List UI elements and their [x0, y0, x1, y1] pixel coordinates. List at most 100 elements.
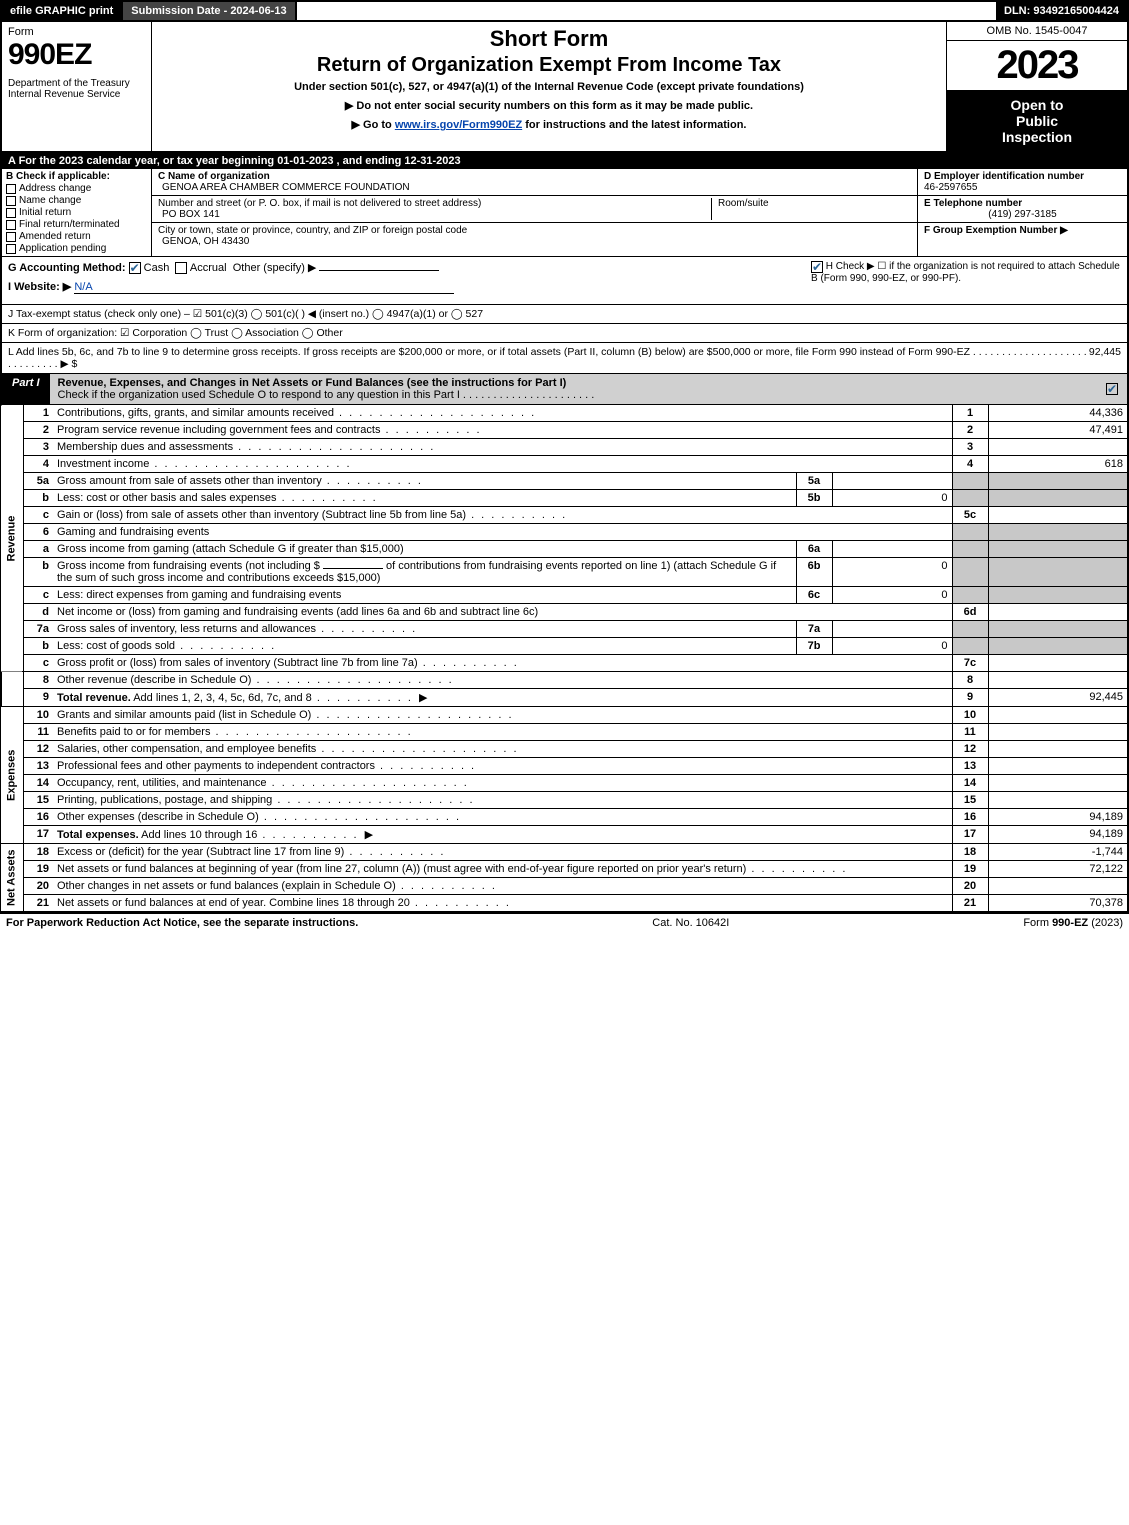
section-bc: B Check if applicable: Address change Na… [0, 169, 1129, 257]
row-7b: b Less: cost of goods sold 7b 0 [1, 638, 1128, 655]
value-18: -1,744 [988, 844, 1128, 861]
line-j-tax-exempt: J Tax-exempt status (check only one) – ☑… [0, 305, 1129, 324]
row-6d: d Net income or (loss) from gaming and f… [1, 604, 1128, 621]
value-1: 44,336 [988, 405, 1128, 422]
part-1-tag: Part I [2, 374, 50, 404]
city-label: City or town, state or province, country… [158, 225, 911, 236]
open-to-public-box: Open to Public Inspection [947, 91, 1127, 151]
line-k-form-org: K Form of organization: ☑ Corporation ◯ … [0, 324, 1129, 343]
row-phone: E Telephone number (419) 297-3185 [918, 196, 1127, 223]
name-label: C Name of organization [158, 171, 911, 182]
footer-center: Cat. No. 10642I [652, 917, 729, 929]
open-line-2: Public [951, 113, 1123, 129]
checkbox-icon [6, 220, 16, 230]
row-a-tax-year: A For the 2023 calendar year, or tax yea… [0, 153, 1129, 169]
value-4: 618 [988, 456, 1128, 473]
line-l-gross-receipts: L Add lines 5b, 6c, and 7b to line 9 to … [0, 343, 1129, 374]
checkbox-icon [1106, 383, 1118, 395]
chk-cash[interactable] [129, 262, 141, 274]
room-label: Room/suite [718, 198, 911, 209]
website-value: N/A [74, 281, 454, 294]
checkbox-icon [6, 196, 16, 206]
value-16: 94,189 [988, 809, 1128, 826]
footer-left: For Paperwork Reduction Act Notice, see … [6, 917, 358, 929]
row-10: Expenses 10 Grants and similar amounts p… [1, 707, 1128, 724]
row-ein: D Employer identification number 46-2597… [918, 169, 1127, 196]
value-2: 47,491 [988, 422, 1128, 439]
ein-value: 46-2597655 [924, 182, 1121, 193]
chk-name-change[interactable]: Name change [6, 195, 147, 206]
open-line-1: Open to [951, 97, 1123, 113]
part-1-checkbox[interactable] [1097, 374, 1127, 404]
side-label-netassets: Net Assets [1, 844, 23, 912]
side-label-revenue: Revenue [1, 405, 23, 672]
ghi-left: G Accounting Method: Cash Accrual Other … [8, 261, 811, 300]
department-label: Department of the Treasury Internal Reve… [8, 78, 145, 100]
section-ghi: G Accounting Method: Cash Accrual Other … [0, 257, 1129, 305]
submission-date: Submission Date - 2024-06-13 [123, 2, 296, 20]
footer-right: Form 990-EZ (2023) [1023, 917, 1123, 929]
dln-label: DLN: 93492165004424 [996, 2, 1127, 20]
header-right: OMB No. 1545-0047 2023 Open to Public In… [947, 22, 1127, 151]
line-h-schedule-b: H Check ▶ ☐ if the organization is not r… [811, 261, 1121, 300]
open-line-3: Inspection [951, 129, 1123, 145]
row-11: 11 Benefits paid to or for members 11 [1, 724, 1128, 741]
street-label: Number and street (or P. O. box, if mail… [158, 198, 711, 209]
row-org-name: C Name of organization GENOA AREA CHAMBE… [152, 169, 917, 196]
checkbox-icon [6, 184, 16, 194]
efile-label[interactable]: efile GRAPHIC print [2, 2, 123, 20]
row-13: 13 Professional fees and other payments … [1, 758, 1128, 775]
header-left: Form 990EZ Department of the Treasury In… [2, 22, 152, 151]
i-label: I Website: ▶ [8, 281, 71, 293]
row-group-exemption: F Group Exemption Number ▶ [918, 223, 1127, 238]
row-12: 12 Salaries, other compensation, and emp… [1, 741, 1128, 758]
arrow-icon: ▶ [419, 692, 427, 704]
form-word: Form [8, 26, 145, 38]
arrow-icon: ▶ [365, 829, 373, 841]
irs-link[interactable]: www.irs.gov/Form990EZ [395, 119, 522, 131]
line-g-accounting: G Accounting Method: Cash Accrual Other … [8, 261, 811, 274]
row-18: Net Assets 18 Excess or (deficit) for th… [1, 844, 1128, 861]
subtitle: Under section 501(c), 527, or 4947(a)(1)… [158, 81, 940, 93]
row-5c: c Gain or (loss) from sale of assets oth… [1, 507, 1128, 524]
header-middle: Short Form Return of Organization Exempt… [152, 22, 947, 151]
row-21: 21 Net assets or fund balances at end of… [1, 895, 1128, 912]
row-3: 3 Membership dues and assessments 3 [1, 439, 1128, 456]
omb-number: OMB No. 1545-0047 [947, 22, 1127, 41]
chk-final-return[interactable]: Final return/terminated [6, 219, 147, 230]
part-1-header: Part I Revenue, Expenses, and Changes in… [0, 374, 1129, 405]
row-6a: a Gross income from gaming (attach Sched… [1, 541, 1128, 558]
row-6c: c Less: direct expenses from gaming and … [1, 587, 1128, 604]
chk-amended-return[interactable]: Amended return [6, 231, 147, 242]
phone-value: (419) 297-3185 [924, 209, 1121, 220]
checkbox-icon [6, 208, 16, 218]
col-b-header: B Check if applicable: [6, 171, 147, 182]
checkbox-icon [6, 232, 16, 242]
form-number: 990EZ [8, 38, 145, 72]
ein-label: D Employer identification number [924, 171, 1121, 182]
row-14: 14 Occupancy, rent, utilities, and maint… [1, 775, 1128, 792]
form-header: Form 990EZ Department of the Treasury In… [0, 22, 1129, 153]
chk-application-pending[interactable]: Application pending [6, 243, 147, 254]
page-footer: For Paperwork Reduction Act Notice, see … [0, 912, 1129, 932]
chk-accrual[interactable] [175, 262, 187, 274]
chk-schedule-b[interactable] [811, 261, 823, 273]
row-17: 17 Total expenses. Add lines 10 through … [1, 826, 1128, 844]
row-5b: b Less: cost or other basis and sales ex… [1, 490, 1128, 507]
value-21: 70,378 [988, 895, 1128, 912]
value-19: 72,122 [988, 861, 1128, 878]
chk-initial-return[interactable]: Initial return [6, 207, 147, 218]
instr-1: ▶ Do not enter social security numbers o… [158, 99, 940, 112]
contrib-blank[interactable] [323, 568, 383, 569]
row-8: 8 Other revenue (describe in Schedule O)… [1, 672, 1128, 689]
l-amount: 92,445 [1089, 346, 1121, 370]
instr-2-pre: ▶ Go to [352, 119, 395, 131]
total-revenue-label: Total revenue. [57, 692, 131, 704]
chk-address-change[interactable]: Address change [6, 183, 147, 194]
title-return: Return of Organization Exempt From Incom… [158, 54, 940, 77]
phone-label: E Telephone number [924, 198, 1121, 209]
row-15: 15 Printing, publications, postage, and … [1, 792, 1128, 809]
row-16: 16 Other expenses (describe in Schedule … [1, 809, 1128, 826]
other-specify-input[interactable] [319, 270, 439, 271]
row-20: 20 Other changes in net assets or fund b… [1, 878, 1128, 895]
